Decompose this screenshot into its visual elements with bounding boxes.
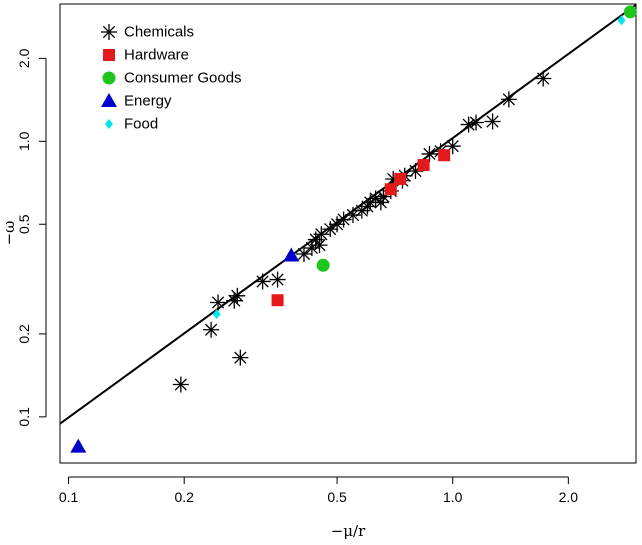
point-chemicals bbox=[460, 116, 477, 133]
legend-item-consumer-goods: Consumer Goods bbox=[102, 70, 242, 87]
points-layer bbox=[70, 5, 637, 453]
point-energy bbox=[70, 438, 87, 453]
legend-label: Energy bbox=[124, 93, 172, 110]
plot-frame bbox=[59, 3, 637, 464]
legend-label: Consumer Goods bbox=[124, 70, 242, 87]
x-tick-label: 2.0 bbox=[559, 489, 579, 505]
legend-item-food: Food bbox=[105, 116, 158, 133]
point-hardware bbox=[384, 183, 397, 196]
x-tick-label: 0.5 bbox=[327, 489, 347, 505]
point-consumer-goods bbox=[623, 5, 637, 19]
point-chemicals bbox=[468, 114, 485, 131]
point-hardware bbox=[394, 172, 407, 185]
legend-item-chemicals: Chemicals bbox=[101, 24, 194, 41]
legend: Chemicals Hardware Consumer Goods Energy Foo… bbox=[101, 24, 242, 133]
point-chemicals bbox=[229, 287, 246, 304]
y-axis: 0.1 0.2 0.5 1.0 2.0 bbox=[16, 48, 47, 427]
point-chemicals bbox=[500, 91, 517, 108]
x-axis: 0.1 0.2 0.5 1.0 2.0 bbox=[59, 476, 579, 505]
point-chemicals bbox=[232, 349, 249, 366]
y-tick-label: 0.5 bbox=[16, 214, 32, 234]
x-tick-label: 1.0 bbox=[443, 489, 463, 505]
legend-marker-chemicals bbox=[101, 24, 117, 40]
legend-item-hardware: Hardware bbox=[103, 47, 189, 64]
legend-marker-energy bbox=[101, 93, 117, 107]
point-chemicals bbox=[203, 321, 220, 338]
x-axis-label: −μ/r bbox=[331, 522, 366, 540]
point-chemicals bbox=[484, 113, 501, 130]
point-hardware bbox=[417, 159, 430, 172]
point-chemicals bbox=[226, 292, 243, 309]
point-chemicals bbox=[295, 245, 312, 262]
legend-label: Chemicals bbox=[124, 24, 194, 41]
point-chemicals bbox=[535, 70, 552, 87]
y-tick-label: 2.0 bbox=[16, 48, 32, 68]
legend-marker-food bbox=[105, 119, 113, 129]
point-chemicals bbox=[372, 194, 389, 211]
point-consumer-goods bbox=[316, 258, 330, 272]
legend-label: Hardware bbox=[124, 47, 189, 64]
legend-item-energy: Energy bbox=[101, 93, 172, 110]
y-tick-label: 1.0 bbox=[16, 131, 32, 151]
point-food bbox=[212, 309, 221, 320]
x-tick-label: 0.2 bbox=[174, 489, 194, 505]
x-tick-label: 0.1 bbox=[59, 489, 79, 505]
point-chemicals bbox=[210, 294, 227, 311]
point-hardware bbox=[271, 294, 284, 307]
point-food bbox=[617, 15, 626, 26]
legend-label: Food bbox=[124, 116, 158, 133]
point-chemicals bbox=[444, 138, 461, 155]
point-chemicals bbox=[172, 376, 189, 393]
legend-marker-consumer-goods bbox=[102, 71, 116, 85]
point-chemicals bbox=[254, 273, 271, 290]
point-chemicals bbox=[344, 207, 361, 224]
y-axis-label: −ω bbox=[0, 221, 18, 246]
y-tick-label: 0.1 bbox=[16, 407, 32, 427]
legend-marker-hardware bbox=[103, 49, 115, 61]
point-hardware bbox=[438, 149, 451, 162]
point-energy bbox=[283, 247, 300, 262]
point-chemicals bbox=[313, 226, 330, 243]
point-chemicals bbox=[269, 271, 286, 288]
y-tick-label: 0.2 bbox=[16, 324, 32, 344]
